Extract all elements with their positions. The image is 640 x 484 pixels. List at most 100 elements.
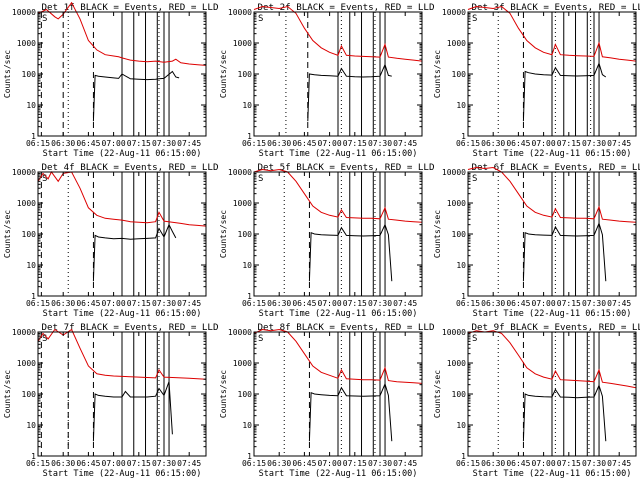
lld-series-line	[253, 5, 423, 62]
x-tick-label: 07:15	[343, 459, 367, 468]
x-tick-label: 07:30	[152, 299, 176, 308]
y-tick-label: 100	[452, 70, 467, 79]
events-series-line	[308, 382, 393, 442]
x-tick-label: 07:15	[127, 139, 151, 148]
x-tick-label: 07:15	[343, 139, 367, 148]
y-tick-label: 1000	[17, 39, 36, 48]
y-axis-label: Counts/sec	[3, 50, 12, 98]
panel-title: Det 1f BLACK = Events, RED = LLD	[41, 2, 218, 13]
x-tick-label: 07:30	[152, 139, 176, 148]
x-tick-label: 06:30	[51, 299, 75, 308]
y-axis-label: Counts/sec	[219, 210, 228, 258]
x-tick-label: 06:45	[506, 299, 530, 308]
x-tick-label: 06:15	[242, 139, 266, 148]
y-tick-label: 100	[238, 230, 253, 239]
y-tick-label: 10	[456, 421, 466, 430]
events-series-line	[308, 223, 393, 282]
x-tick-label: 06:45	[292, 459, 316, 468]
y-tick-label: 1000	[17, 359, 36, 368]
x-tick-label: 06:45	[76, 139, 100, 148]
y-axis-label: Counts/sec	[433, 210, 442, 258]
x-tick-label: 06:15	[456, 139, 480, 148]
x-tick-label: 06:30	[267, 299, 291, 308]
lld-series-line	[467, 5, 637, 62]
panel-title: Det 7f BLACK = Events, RED = LLD	[41, 322, 218, 333]
corner-label: S	[42, 174, 47, 184]
corner-label: S	[42, 14, 47, 24]
y-tick-label: 10000	[12, 168, 36, 177]
x-tick-label: 06:30	[51, 459, 75, 468]
y-tick-label: 1000	[447, 39, 466, 48]
y-tick-label: 10000	[12, 328, 36, 337]
y-tick-label: 1	[247, 452, 252, 461]
y-tick-label: 100	[452, 390, 467, 399]
y-tick-label: 10	[456, 261, 466, 270]
y-tick-label: 1000	[233, 359, 252, 368]
x-tick-label: 06:45	[76, 299, 100, 308]
corner-label: S	[258, 174, 263, 184]
y-tick-label: 1	[31, 452, 36, 461]
x-tick-label: 07:30	[368, 299, 392, 308]
x-tick-label: 06:30	[481, 299, 505, 308]
lld-series-line	[467, 166, 637, 223]
y-tick-label: 1	[31, 292, 36, 301]
y-tick-label: 1	[247, 132, 252, 141]
y-tick-label: 1	[247, 292, 252, 301]
y-tick-label: 10000	[12, 8, 36, 17]
x-tick-label: 07:15	[343, 299, 367, 308]
x-tick-label: 07:15	[127, 459, 151, 468]
y-axis-label: Counts/sec	[3, 210, 12, 258]
x-tick-label: 07:30	[582, 139, 606, 148]
panel-title: Det 6f BLACK = Events, RED = LLD	[471, 162, 640, 173]
y-tick-label: 10	[242, 261, 252, 270]
y-tick-label: 10	[26, 261, 36, 270]
x-tick-label: 06:15	[242, 459, 266, 468]
panel-title: Det 5f BLACK = Events, RED = LLD	[257, 162, 434, 173]
x-tick-label: 06:30	[267, 139, 291, 148]
y-tick-label: 10	[456, 101, 466, 110]
events-series-line	[522, 61, 607, 122]
y-tick-label: 1	[31, 132, 36, 141]
y-tick-label: 100	[22, 230, 37, 239]
x-axis-label: Start Time (22-Aug-11 06:15:00)	[259, 149, 418, 159]
y-tick-label: 10000	[442, 168, 466, 177]
y-tick-label: 1000	[233, 199, 252, 208]
x-tick-label: 07:45	[393, 299, 417, 308]
x-tick-label: 07:15	[557, 299, 581, 308]
y-tick-label: 100	[22, 70, 37, 79]
x-tick-label: 07:45	[177, 139, 201, 148]
x-axis-label: Start Time (22-Aug-11 06:15:00)	[473, 309, 632, 319]
corner-label: S	[42, 334, 47, 344]
events-series-line	[92, 70, 180, 122]
x-tick-label: 07:00	[102, 139, 126, 148]
x-tick-label: 06:15	[26, 139, 50, 148]
y-tick-label: 100	[238, 70, 253, 79]
y-tick-label: 100	[238, 390, 253, 399]
events-series-line	[92, 381, 173, 442]
x-tick-label: 06:15	[456, 299, 480, 308]
lld-series-line	[37, 328, 207, 380]
x-axis-label: Start Time (22-Aug-11 06:15:00)	[259, 469, 418, 479]
panel-title: Det 4f BLACK = Events, RED = LLD	[41, 162, 218, 173]
x-tick-label: 07:00	[102, 459, 126, 468]
x-axis-label: Start Time (22-Aug-11 06:15:00)	[473, 149, 632, 159]
y-tick-label: 1000	[233, 39, 252, 48]
y-tick-label: 100	[452, 230, 467, 239]
x-tick-label: 07:00	[532, 299, 556, 308]
x-tick-label: 06:15	[26, 299, 50, 308]
y-tick-label: 10	[242, 421, 252, 430]
panel-title: Det 2f BLACK = Events, RED = LLD	[257, 2, 434, 13]
x-tick-label: 07:45	[607, 459, 631, 468]
events-series-line	[522, 221, 607, 282]
y-tick-label: 1000	[17, 199, 36, 208]
x-tick-label: 07:45	[393, 139, 417, 148]
events-series-line	[522, 383, 607, 442]
panel-title: Det 3f BLACK = Events, RED = LLD	[471, 2, 640, 13]
y-tick-label: 1000	[447, 359, 466, 368]
y-tick-label: 10	[242, 101, 252, 110]
